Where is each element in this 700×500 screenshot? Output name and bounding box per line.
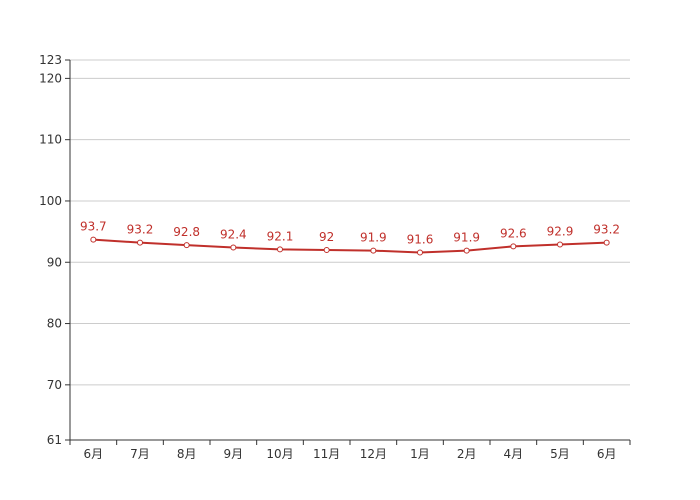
data-point[interactable] bbox=[463, 247, 470, 254]
data-point[interactable] bbox=[370, 247, 377, 254]
x-tick-label: 9月 bbox=[224, 447, 244, 461]
data-point[interactable] bbox=[277, 246, 283, 253]
x-tick-labels: 6月 7月 8月 9月 10月 11月 12月 1月 2月 4月 5月 6月 bbox=[69, 440, 631, 461]
data-point[interactable] bbox=[183, 242, 190, 249]
x-tick-label: 7月 bbox=[130, 447, 150, 461]
x-tick-label: 10月 bbox=[266, 447, 293, 461]
y-tick-label: 100 bbox=[39, 194, 62, 208]
y-tick-label: 120 bbox=[39, 71, 62, 85]
data-label: 92.8 bbox=[173, 225, 200, 239]
y-tick-label: 90 bbox=[47, 255, 62, 269]
data-label: 92.1 bbox=[267, 229, 294, 243]
data-point[interactable] bbox=[417, 249, 423, 256]
data-point[interactable] bbox=[230, 244, 237, 251]
y-tick-labels: 61 70 80 90 100 110 120 123 bbox=[39, 53, 70, 447]
series-line bbox=[93, 238, 607, 254]
x-tick-label: 5月 bbox=[550, 447, 570, 461]
x-tick-label: 4月 bbox=[504, 447, 524, 461]
x-tick-label: 6月 bbox=[84, 447, 104, 461]
x-tick-label: 1月 bbox=[410, 447, 430, 461]
y-tick-label: 110 bbox=[39, 133, 62, 147]
data-point[interactable] bbox=[510, 243, 517, 250]
data-label: 91.9 bbox=[453, 231, 480, 245]
data-label: 93.2 bbox=[593, 223, 620, 237]
data-label: 92 bbox=[319, 230, 334, 244]
data-label: 92.9 bbox=[547, 224, 574, 238]
x-tick-label: 2月 bbox=[457, 447, 477, 461]
y-tick-label: 80 bbox=[47, 317, 62, 331]
x-tick-label: 12月 bbox=[360, 447, 387, 461]
data-point[interactable] bbox=[603, 239, 610, 246]
y-tick-label: 70 bbox=[47, 378, 62, 392]
data-label: 91.9 bbox=[360, 231, 387, 245]
data-point[interactable] bbox=[323, 247, 330, 253]
data-label: 92.6 bbox=[500, 226, 527, 240]
y-tick-label: 61 bbox=[47, 433, 62, 447]
y-tick-label: 123 bbox=[39, 53, 62, 67]
data-label: 91.6 bbox=[407, 232, 434, 246]
x-tick-label: 11月 bbox=[313, 447, 340, 461]
data-labels: 93.7 93.2 92.8 92.4 92.1 92 91.9 91.6 91.9 92.6 92… bbox=[80, 220, 620, 247]
grid-lines bbox=[70, 59, 630, 386]
data-label: 93.7 bbox=[80, 220, 107, 234]
x-tick-label: 8月 bbox=[177, 447, 197, 461]
data-point[interactable] bbox=[557, 241, 563, 248]
series-group bbox=[90, 236, 610, 256]
data-point[interactable] bbox=[90, 236, 97, 243]
data-label: 92.4 bbox=[220, 228, 247, 242]
x-tick-label: 6月 bbox=[597, 447, 617, 461]
data-label: 93.2 bbox=[127, 223, 154, 237]
data-point[interactable] bbox=[137, 239, 143, 246]
